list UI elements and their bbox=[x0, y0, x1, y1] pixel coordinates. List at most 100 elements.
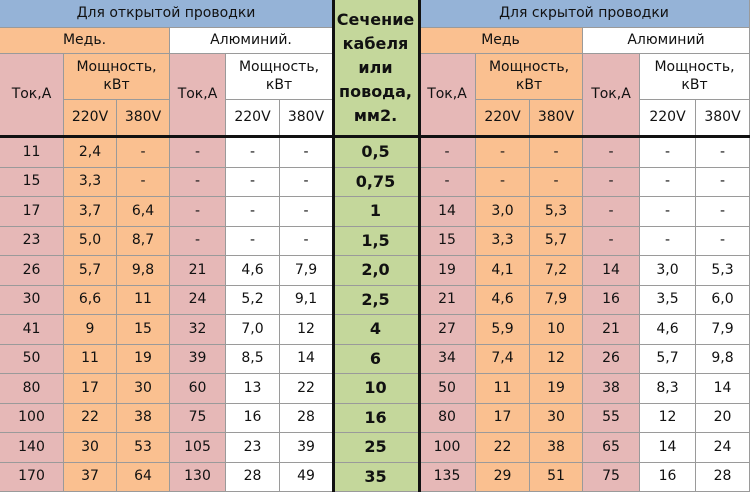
data-cell: 30 bbox=[64, 433, 117, 463]
data-cell: 28 bbox=[280, 403, 333, 433]
data-cell: 8,7 bbox=[117, 226, 170, 256]
data-cell: 11 bbox=[117, 285, 170, 315]
data-cell: 22 bbox=[280, 374, 333, 404]
data-cell: 16 bbox=[640, 462, 696, 492]
data-cell: 5,2 bbox=[226, 285, 280, 315]
data-cell: - bbox=[583, 167, 640, 197]
data-cell: 3,5 bbox=[640, 285, 696, 315]
data-cell: 3,0 bbox=[640, 256, 696, 286]
data-cell: 5,0 bbox=[64, 226, 117, 256]
voltage-header: 380V bbox=[530, 100, 583, 136]
data-cell: 39 bbox=[280, 433, 333, 463]
group-header: Медь. bbox=[0, 28, 170, 54]
data-cell: 13 bbox=[226, 374, 280, 404]
data-cell: 4,6 bbox=[476, 285, 530, 315]
data-cell: 30 bbox=[530, 403, 583, 433]
data-cell: - bbox=[419, 138, 476, 168]
data-cell: - bbox=[280, 167, 333, 197]
data-cell: 100 bbox=[0, 403, 64, 433]
data-cell: 50 bbox=[419, 374, 476, 404]
data-cell: 37 bbox=[64, 462, 117, 492]
data-cell: 12 bbox=[640, 403, 696, 433]
data-cell: 15 bbox=[0, 167, 64, 197]
data-cell: 30 bbox=[117, 374, 170, 404]
current-header: Ток,А bbox=[583, 54, 640, 136]
data-cell: 28 bbox=[696, 462, 750, 492]
data-cell: - bbox=[226, 226, 280, 256]
section-title: Для открытой проводки bbox=[0, 0, 333, 28]
data-cell: 27 bbox=[419, 315, 476, 345]
data-cell: 14 bbox=[583, 256, 640, 286]
data-cell: 41 bbox=[0, 315, 64, 345]
voltage-header: 220V bbox=[640, 100, 696, 136]
data-cell: 3,3 bbox=[476, 226, 530, 256]
data-cell: 15 bbox=[117, 315, 170, 345]
section-cell: 25 bbox=[333, 433, 419, 463]
section-cell: 10 bbox=[333, 374, 419, 404]
data-cell: - bbox=[476, 138, 530, 168]
data-cell: - bbox=[170, 138, 226, 168]
data-cell: 20 bbox=[696, 403, 750, 433]
data-cell: 51 bbox=[530, 462, 583, 492]
section-header: Сечение кабеля или повода, мм2. bbox=[333, 0, 419, 136]
current-header: Ток,А bbox=[0, 54, 64, 136]
data-cell: - bbox=[117, 138, 170, 168]
data-cell: 80 bbox=[419, 403, 476, 433]
data-cell: 130 bbox=[170, 462, 226, 492]
data-cell: 10 bbox=[530, 315, 583, 345]
data-cell: 12 bbox=[530, 344, 583, 374]
data-cell: 23 bbox=[0, 226, 64, 256]
data-cell: - bbox=[696, 197, 750, 227]
voltage-header: 220V bbox=[64, 100, 117, 136]
data-cell: 140 bbox=[0, 433, 64, 463]
data-cell: - bbox=[583, 197, 640, 227]
data-cell: 4,6 bbox=[226, 256, 280, 286]
data-cell: - bbox=[696, 226, 750, 256]
section-cell: 2,5 bbox=[333, 285, 419, 315]
data-cell: 8,3 bbox=[640, 374, 696, 404]
data-cell: 6,4 bbox=[117, 197, 170, 227]
data-cell: 30 bbox=[0, 285, 64, 315]
data-cell: 23 bbox=[226, 433, 280, 463]
data-cell: 17 bbox=[0, 197, 64, 227]
data-cell: 7,0 bbox=[226, 315, 280, 345]
data-cell: - bbox=[170, 167, 226, 197]
data-cell: 2,4 bbox=[64, 138, 117, 168]
section-cell: 0,5 bbox=[333, 138, 419, 168]
data-cell: - bbox=[170, 197, 226, 227]
data-cell: - bbox=[696, 138, 750, 168]
group-header: Алюминий. bbox=[170, 28, 333, 54]
current-header: Ток,А bbox=[419, 54, 476, 136]
data-cell: 5,3 bbox=[696, 256, 750, 286]
data-cell: - bbox=[696, 167, 750, 197]
power-header: Мощность, кВт bbox=[640, 54, 750, 100]
data-cell: 55 bbox=[583, 403, 640, 433]
data-cell: 14 bbox=[419, 197, 476, 227]
data-cell: 17 bbox=[476, 403, 530, 433]
section-cell: 16 bbox=[333, 403, 419, 433]
data-cell: 6,6 bbox=[64, 285, 117, 315]
border bbox=[0, 135, 750, 138]
data-cell: - bbox=[117, 167, 170, 197]
data-cell: - bbox=[530, 138, 583, 168]
voltage-header: 220V bbox=[476, 100, 530, 136]
data-cell: 5,7 bbox=[64, 256, 117, 286]
data-cell: 6,0 bbox=[696, 285, 750, 315]
voltage-header: 220V bbox=[226, 100, 280, 136]
group-header: Алюминий bbox=[583, 28, 750, 54]
data-cell: - bbox=[583, 226, 640, 256]
data-cell: 39 bbox=[170, 344, 226, 374]
data-cell: 24 bbox=[170, 285, 226, 315]
data-cell: 26 bbox=[583, 344, 640, 374]
data-cell: 9,8 bbox=[696, 344, 750, 374]
data-cell: 12 bbox=[280, 315, 333, 345]
data-cell: 29 bbox=[476, 462, 530, 492]
data-cell: 38 bbox=[530, 433, 583, 463]
section-cell: 6 bbox=[333, 344, 419, 374]
data-cell: 80 bbox=[0, 374, 64, 404]
data-cell: 15 bbox=[419, 226, 476, 256]
data-cell: - bbox=[640, 197, 696, 227]
data-cell: 49 bbox=[280, 462, 333, 492]
group-header: Медь bbox=[419, 28, 583, 54]
